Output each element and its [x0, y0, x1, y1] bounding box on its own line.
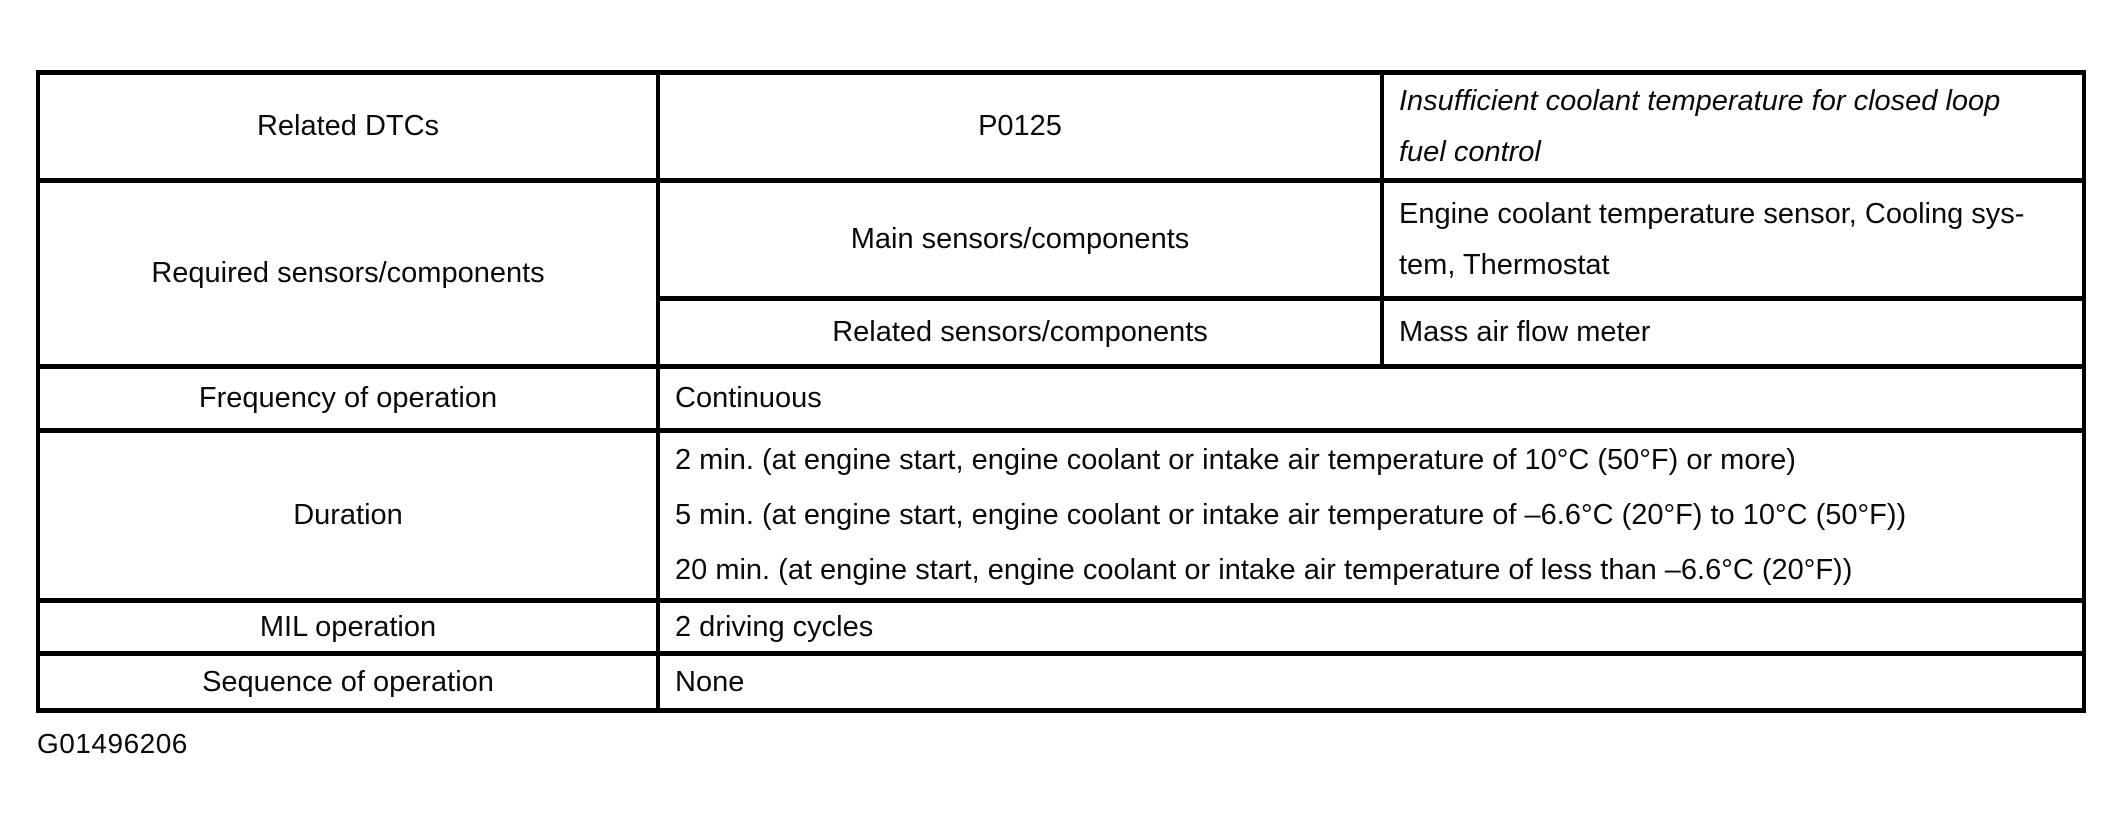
figure-id: G01496206 — [37, 728, 188, 759]
related-sensors-value-cell: Mass air flow meter — [1380, 296, 2086, 369]
frequency-label: Frequency of operation — [198, 382, 498, 414]
duration-line-1: 2 min. (at engine start, engine coolant … — [675, 444, 1796, 476]
related-sensors-label: Related sensors/components — [832, 316, 1208, 348]
row-duration: Duration 2 min. (at engine start, engine… — [36, 428, 2086, 603]
frequency-label-cell: Frequency of operation — [36, 364, 660, 433]
duration-label: Duration — [293, 499, 403, 531]
row-sequence: Sequence of operation None — [36, 651, 2086, 713]
mil-label: MIL operation — [259, 610, 437, 643]
row-related-dtcs: Related DTCs P0125 Insufficient coolant … — [36, 70, 2086, 183]
related-sensors-value: Mass air flow meter — [1399, 316, 1651, 348]
main-sensors-label-cell: Main sensors/components — [656, 178, 1384, 301]
required-sensors-label-cell: Required sensors/components — [36, 178, 660, 369]
frequency-value: Continuous — [675, 382, 822, 414]
main-sensors-value-line1: Engine coolant temperature sensor, Cooli… — [1399, 197, 2025, 230]
required-sensors-label: Required sensors/components — [151, 257, 545, 289]
duration-line-2: 5 min. (at engine start, engine coolant … — [675, 499, 1907, 531]
dtc-description-cell: Insufficient coolant temperature for clo… — [1380, 70, 2086, 183]
duration-label-cell: Duration — [36, 428, 660, 603]
related-sensors-label-cell: Related sensors/components — [656, 296, 1384, 369]
row-frequency: Frequency of operation Continuous — [36, 364, 2086, 433]
dtc-code: P0125 — [978, 110, 1062, 142]
row-related-sensors: Related sensors/components Mass air flow… — [38, 296, 2086, 369]
duration-value-cell: 2 min. (at engine start, engine coolant … — [656, 428, 2086, 603]
related-dtcs-label-cell: Related DTCs — [36, 70, 660, 183]
sequence-value-cell: None — [656, 651, 2086, 713]
mil-value: 2 driving cycles — [675, 610, 874, 643]
row-mil: MIL operation 2 driving cycles — [36, 598, 2086, 656]
related-dtcs-label: Related DTCs — [256, 110, 440, 142]
sequence-value: None — [675, 665, 745, 698]
main-sensors-label: Main sensors/components — [850, 223, 1190, 255]
row-main-sensors: Required sensors/components Main sensors… — [36, 178, 2086, 369]
sequence-label: Sequence of operation — [202, 665, 494, 698]
dtc-code-cell: P0125 — [656, 70, 1384, 183]
main-sensors-value-line2: tem, Thermostat — [1399, 248, 1610, 281]
sequence-label-cell: Sequence of operation — [36, 651, 660, 713]
dtc-description-line2: fuel control — [1399, 135, 1541, 168]
duration-line-3: 20 min. (at engine start, engine coolant… — [675, 554, 1853, 586]
mil-label-cell: MIL operation — [36, 598, 660, 656]
mil-value-cell: 2 driving cycles — [656, 598, 2086, 656]
dtc-description-line1: Insufficient coolant temperature for clo… — [1399, 84, 2001, 117]
frequency-value-cell: Continuous — [656, 364, 2086, 433]
dtc-spec-table: Related DTCs P0125 Insufficient coolant … — [36, 70, 2086, 713]
main-sensors-value-cell: Engine coolant temperature sensor, Cooli… — [1380, 178, 2086, 301]
